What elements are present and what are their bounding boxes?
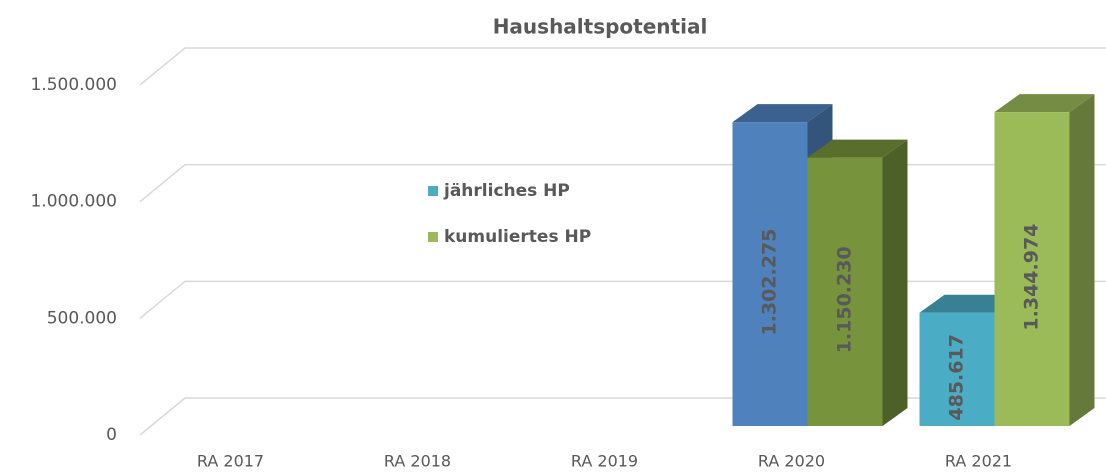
value-label: 1.150.230 (834, 246, 856, 353)
grid-line (139, 163, 1106, 203)
y-tick-label: 1.000.000 (30, 192, 117, 212)
bar (994, 94, 1095, 427)
bar-front (994, 112, 1070, 426)
y-tick-label: 1.500.000 (30, 75, 117, 95)
x-tick-label: RA 2019 (571, 452, 638, 471)
legend-label: kumuliertes HP (444, 227, 591, 247)
bar-front (807, 157, 883, 426)
bar-top (807, 139, 908, 158)
bar-side (882, 139, 908, 426)
x-tick-label: RA 2020 (758, 452, 825, 471)
value-label: 1.344.974 (1021, 224, 1043, 331)
bar-front (732, 122, 808, 426)
legend-label: jährliches HP (443, 181, 570, 201)
legend-swatch (428, 232, 438, 242)
x-tick-label: RA 2017 (197, 452, 264, 471)
value-label: 485.617 (946, 334, 968, 421)
value-label: 1.302.275 (759, 229, 781, 336)
x-tick-label: RA 2018 (384, 452, 451, 471)
y-tick-label: 0 (106, 425, 117, 445)
bar-top (732, 104, 833, 123)
y-tick-label: 500.000 (47, 308, 117, 328)
bar-side (1069, 94, 1095, 427)
bar (807, 139, 908, 426)
bar-top (994, 94, 1095, 113)
legend-swatch (428, 186, 438, 196)
x-tick-label: RA 2021 (945, 452, 1012, 471)
grid-line (139, 47, 1106, 86)
chart-title: Haushaltspotential (493, 15, 708, 39)
bar-front (919, 312, 995, 426)
